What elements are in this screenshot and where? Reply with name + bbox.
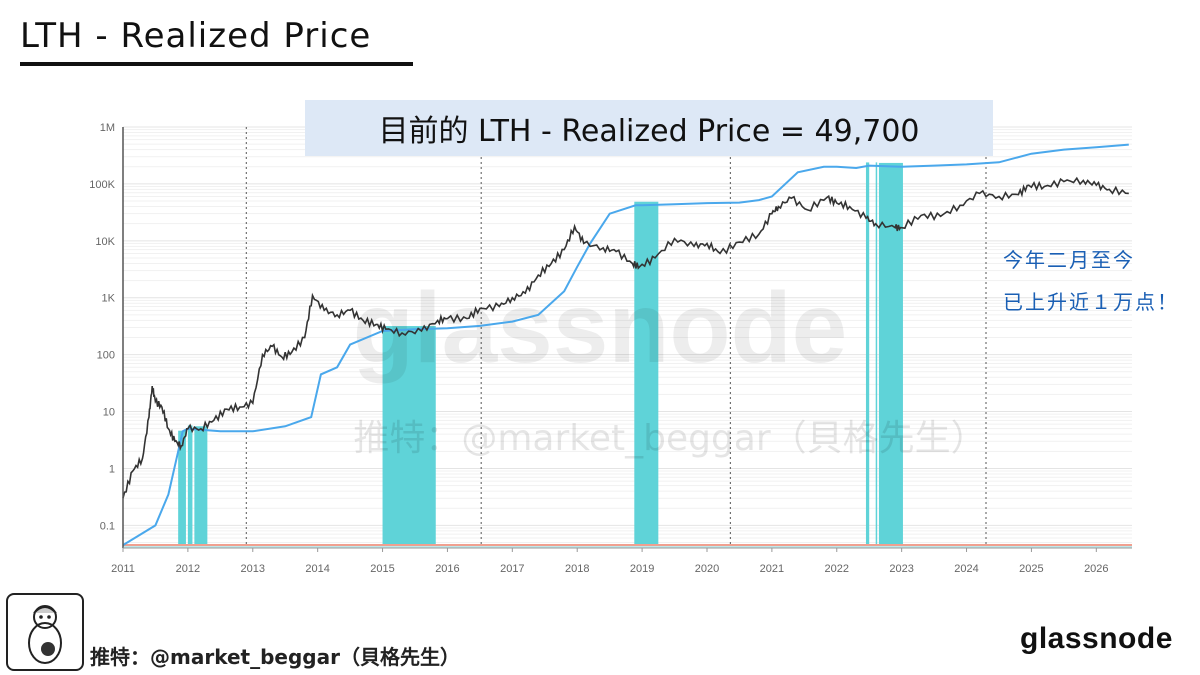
x-tick-label: 2017: [500, 563, 524, 575]
page-title: LTH - Realized Price: [20, 16, 372, 56]
highlight-range: [194, 426, 208, 548]
x-tick-label: 2012: [176, 563, 200, 575]
title-underline: [20, 62, 413, 66]
highlight-range: [865, 162, 870, 549]
highlight-range: [178, 430, 186, 548]
x-tick-label: 2020: [695, 563, 719, 575]
annotation-line-1: 今年二月至今: [1003, 248, 1135, 272]
highlight-range: [187, 425, 193, 548]
x-tick-label: 2018: [565, 563, 589, 575]
highlight-range: [382, 326, 436, 548]
x-tick-label: 2022: [825, 563, 849, 575]
x-tick-label: 2014: [305, 563, 329, 575]
highlight-range: [878, 162, 903, 549]
y-tick-label: 100K: [89, 179, 115, 191]
y-tick-label: 1K: [102, 293, 116, 305]
x-tick-label: 2025: [1019, 563, 1043, 575]
x-tick-label: 2026: [1084, 563, 1108, 575]
price-line: [122, 176, 1129, 499]
series-lines: [122, 143, 1132, 548]
glassnode-logo: glassnode: [1020, 622, 1173, 655]
chart-axes: 0.1 1 10 100 1K 10K 100K 1M 2011 2012 2013 2014 2015…: [89, 122, 1132, 575]
x-tick-label: 2015: [370, 563, 394, 575]
avatar: [6, 593, 84, 671]
annotation-line-2: 已上升近１万点！: [1003, 290, 1179, 314]
x-tick-label: 2013: [241, 563, 265, 575]
avatar-cartoon-icon: [28, 605, 62, 664]
y-tick-label: 1: [109, 463, 115, 475]
highlight-range: [634, 201, 659, 548]
x-tick-label: 2011: [111, 563, 135, 575]
headline-banner: 目前的 LTH - Realized Price = 49,700: [305, 100, 993, 156]
y-tick-label: 0.1: [100, 520, 115, 532]
footer-credit: 推特：@market_beggar（貝格先生）: [90, 645, 460, 669]
x-tick-label: 2024: [954, 563, 978, 575]
highlight-range: [875, 162, 878, 548]
x-tick-label: 2021: [760, 563, 784, 575]
y-tick-label: 10K: [95, 236, 115, 248]
lth-realized-price-line: [122, 143, 1129, 546]
watermark-handle: 推特：@market_beggar（貝格先生）: [353, 418, 986, 459]
y-tick-label: 1M: [100, 122, 115, 134]
chart-grid: [123, 126, 1132, 549]
highlight-ranges: [178, 162, 903, 549]
x-tick-label: 2019: [630, 563, 654, 575]
y-tick-label: 10: [103, 407, 115, 419]
y-tick-label: 100: [97, 350, 115, 362]
x-tick-label: 2016: [435, 563, 459, 575]
x-tick-label: 2023: [889, 563, 913, 575]
